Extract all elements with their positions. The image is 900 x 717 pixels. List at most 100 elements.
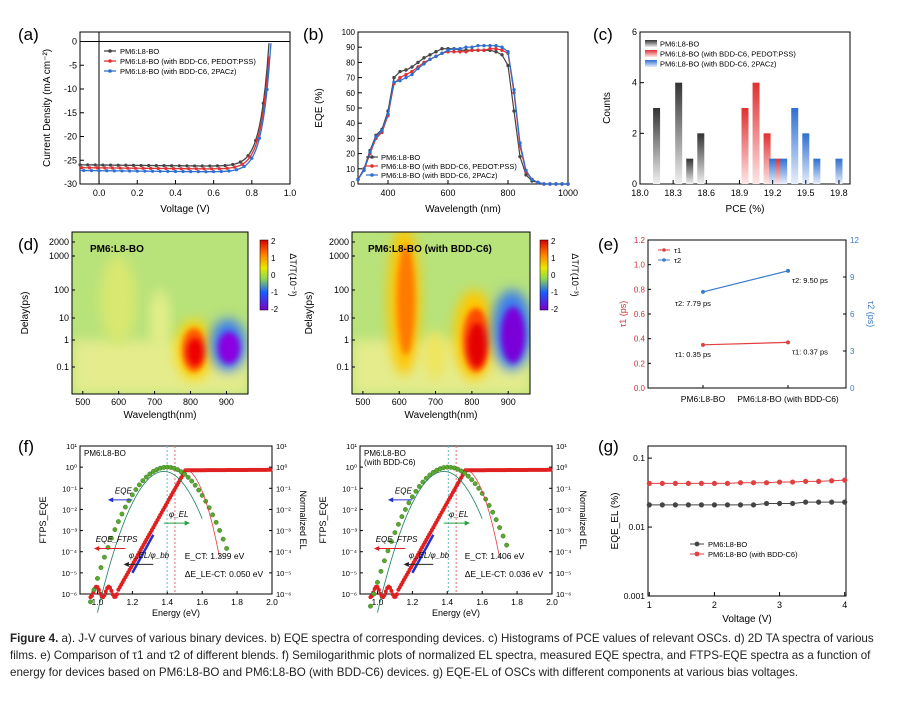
f-xlabel: Energy (eV) [432,608,480,618]
g-series-point [698,480,705,487]
c-ytick-label: 0 [632,179,637,189]
a-series-point [166,169,170,173]
f-eqe-arrowhead [107,497,114,503]
d-xtick-label: 900 [219,397,234,407]
b-series-point [410,65,414,69]
d-colorbar-tick: 2 [271,237,276,246]
b-series-point [494,50,498,54]
a-legend-label: PM6:L8-BO [120,47,159,56]
f-ytick-right-label: 10¹ [556,442,567,451]
g-xtick-label: 1 [647,600,652,610]
a-series-point [217,167,221,171]
f-ytick-right-label: 10¹ [276,442,287,451]
f-ytick-left-label: 10⁻¹ [62,484,77,493]
f-ytick-left-label: 10⁻¹ [342,484,357,493]
e-ylabel-left: τ1 (ps) [618,301,628,328]
g-ytick-label: 0.1 [633,453,645,463]
g-series-point [842,499,848,505]
f-el-point [126,498,132,504]
d-colorbar-tick: 2 [551,237,556,246]
f-el-point [375,579,380,585]
b-series-point [512,109,516,113]
ta-map-1-title: PM6:L8-BO [90,244,144,255]
e-tau1-point [701,342,705,347]
b-series-point [476,43,480,48]
a-ytick-label: -10 [64,84,77,94]
c-bar [763,133,771,184]
a-ytick-label: 0 [72,37,77,47]
f-ftps-point [115,592,120,597]
panel-f-el-eqe: 1.0 1.2 1.4 1.6 1.8 2.0 10¹ 10¹ 10⁰ 10⁰ 10⁻¹ 10⁻¹ 10… [38,442,588,618]
b-series-point [392,75,396,80]
ta-map-2-xlabel: Wavelength(nm) [405,410,478,421]
f-el-arrowhead [184,520,190,526]
e-tau2-label: τ2: 9.50 ps [792,276,828,285]
b-series-point [446,48,450,52]
f-el-point [420,479,426,485]
a-legend-label: PM6:L8-BO (with BDD-C6, PEDOT:PSS) [120,57,256,66]
b-series-point [434,50,438,54]
b-series-point [494,47,498,51]
b-series-point [506,50,510,54]
c-bar [675,82,683,184]
e-category-label: PM6:L8-BO (with BDD-C6) [737,394,839,404]
b-legend-label: PM6:L8-BO (with BDD-C6, PEDOT:PSS) [381,162,517,171]
f-ytick-left-label: 10⁰ [346,463,357,472]
f-ylabel-left: FTPS_EQE [318,496,328,543]
a-series-point [141,166,145,170]
b-ytick-label: 90 [346,43,355,52]
f-ytick-left-label: 10⁻⁴ [61,548,77,557]
f-el-point [192,482,198,488]
panel-label-e: (e) [598,235,619,254]
a-series-point [240,162,244,166]
f-xtick-label: 1.8 [231,597,243,607]
b-legend-marker [370,164,374,168]
a-series-point [170,164,174,168]
a-series-point [120,169,124,173]
f-ytick-right-label: 10⁻⁴ [276,548,292,557]
f-eqe-label: EQE [115,487,133,496]
b-series-point [512,88,516,92]
a-series-point [179,167,183,171]
f-el-point [472,481,478,487]
panel-label-c: (c) [593,25,613,44]
f-xtick-label: 1.2 [126,597,138,607]
f-ytick-left-label: 10¹ [346,442,357,451]
a-series-point [87,166,92,170]
a-ytick-label: -30 [64,179,77,189]
d-colorbar-tick: 0 [551,271,556,280]
f-ftps-point [103,589,108,594]
ta-map-2 [352,232,530,394]
f-el-point [140,478,146,484]
ta-colorbar-2-label: ΔT/T(10⁻³) [570,253,580,296]
c-bar [802,133,810,184]
panel-c-xlabel: PCE (%) [726,204,765,215]
b-series-point [464,50,468,54]
d-ytick-label: 2000 [49,237,69,247]
g-series-point [803,499,809,505]
a-series-point [242,164,246,168]
a-series-point [173,169,178,174]
g-series-point [646,480,652,487]
d-xtick-label: 500 [355,397,370,407]
f-el-point [504,542,510,548]
b-series-point [404,68,408,72]
f-ytick-left-label: 10⁻³ [342,527,357,536]
f-elbb-label: φ_EL/φ_bb [409,551,450,560]
b-ytick-label: 70 [346,74,355,83]
a-legend-marker [108,69,112,73]
f-el-point [116,519,121,524]
c-xtick-label: 19.2 [764,188,782,198]
e-tau1-point [786,340,790,345]
f-el-point [220,536,226,542]
g-series-point [737,480,744,486]
f-el-point [98,565,104,570]
b-series-point [410,69,414,74]
f-el-point [423,475,429,481]
a-series-point [135,169,139,173]
f-ytick-right-label: 10⁻³ [556,527,571,536]
a-series-point [194,167,199,171]
g-series-point [672,502,678,508]
b-series-point [548,182,552,186]
g-series-line [649,479,845,484]
